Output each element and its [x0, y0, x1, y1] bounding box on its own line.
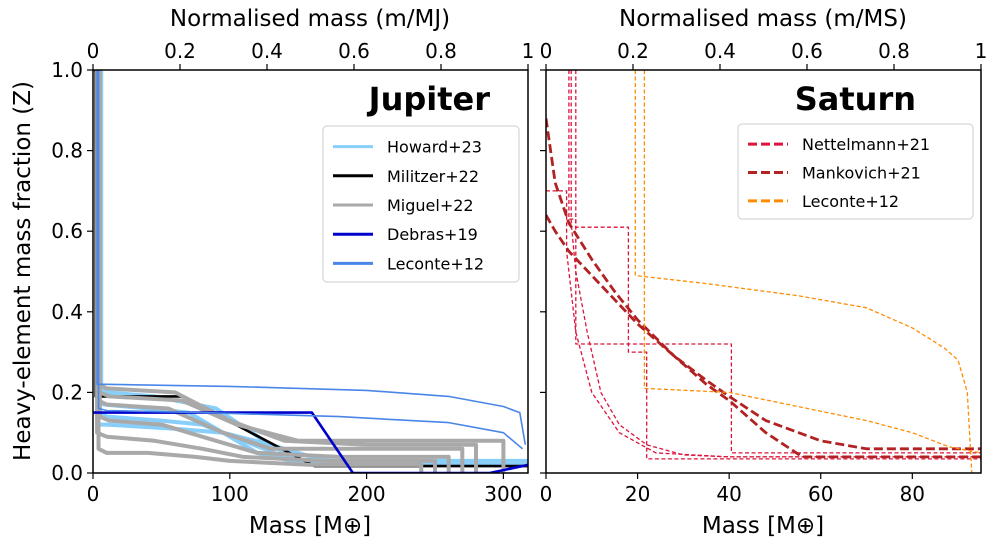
saturn-top-tick-label: 0.2 [617, 39, 649, 63]
saturn-top-tick-label: 0 [540, 39, 553, 63]
jupiter-xlabel: Mass [M⊕] [249, 513, 371, 539]
jupiter-title: Jupiter [367, 80, 491, 118]
jupiter-series-line [96, 70, 527, 445]
jupiter-top-tick-label: 0.2 [164, 39, 196, 63]
jupiter-y-tick-label: 1.0 [51, 58, 83, 82]
jupiter-series-line [97, 70, 506, 473]
saturn-series-line [575, 70, 981, 460]
jupiter-y-tick-label: 0.4 [51, 300, 83, 324]
saturn-x-tick-label: 0 [540, 482, 553, 506]
jupiter-series-line [96, 70, 424, 473]
saturn-series-line [546, 214, 981, 451]
saturn-x-tick-label: 20 [625, 482, 650, 506]
jupiter-top-tick-label: 0 [87, 39, 100, 63]
jupiter-top-tick-label: 0.8 [425, 39, 457, 63]
jupiter-series-line [97, 70, 524, 450]
saturn-xlabel: Mass [M⊕] [702, 513, 824, 539]
saturn-legend-frame [737, 123, 974, 220]
jupiter-series-line [93, 411, 528, 473]
jupiter-y-tick-label: 0.8 [51, 139, 83, 163]
jupiter-top-tick-label: 1 [522, 39, 535, 63]
jupiter-legend-label: Miguel+22 [387, 196, 474, 215]
jupiter-legend-label: Debras+19 [387, 225, 478, 244]
jupiter-x-tick-label: 100 [211, 482, 249, 506]
saturn-legend: Nettelmann+21 Mankovich+21 Leconte+12 [737, 123, 974, 220]
jupiter-x-tick-label: 200 [347, 482, 385, 506]
saturn-top-tick-label: 0.8 [878, 39, 910, 63]
saturn-series-line [643, 70, 981, 454]
saturn-legend-label: Mankovich+21 [802, 164, 921, 183]
saturn-series-line [546, 190, 981, 458]
jupiter-series-line [97, 70, 451, 473]
jupiter-legend-label: Howard+23 [387, 138, 482, 157]
saturn-x-tick-label: 60 [808, 482, 833, 506]
saturn-series-line [546, 118, 981, 459]
jupiter-legend-label: Leconte+12 [387, 254, 484, 273]
saturn-axes-frame [545, 69, 982, 474]
saturn-legend-label: Leconte+12 [802, 192, 899, 211]
jupiter-axes-frame [92, 69, 529, 474]
jupiter-top-tick-label: 0.6 [338, 39, 370, 63]
jupiter-legend-label: Militzer+22 [387, 167, 479, 186]
saturn-title: Saturn [795, 80, 916, 118]
saturn-series-line [568, 70, 981, 454]
panel-saturn: 0 20 40 60 80 0 0.2 0.4 0.6 0.8 1 Saturn Mass [M⊕]… [540, 6, 988, 539]
jupiter-y-tick-label: 0.2 [51, 380, 83, 404]
jupiter-x-tick-label: 300 [484, 482, 522, 506]
jupiter-legend: Howard+23 Militzer+22 Miguel+22 Debras+19 Le… [322, 125, 520, 283]
jupiter-y-tick-label: 0.6 [51, 219, 83, 243]
panel-jupiter: 0 100 200 300 0 0.2 0.4 0.6 0.8 1 0.0 0.2 0.4 0.6 0.8 1… [10, 6, 534, 539]
saturn-legend-label: Nettelmann+21 [802, 135, 930, 154]
jupiter-y-tick-label: 0.0 [51, 461, 83, 485]
jupiter-top-xlabel: Normalised mass (m/MJ) [170, 6, 450, 32]
jupiter-legend-frame [322, 125, 520, 283]
jupiter-x-tick-label: 0 [87, 482, 100, 506]
saturn-series-line [634, 70, 973, 473]
saturn-top-tick-label: 1 [975, 39, 988, 63]
saturn-top-xlabel: Normalised mass (m/MS) [619, 6, 907, 32]
jupiter-top-tick-label: 0.4 [251, 39, 283, 63]
saturn-x-tick-label: 80 [900, 482, 925, 506]
jupiter-ylabel: Heavy-element mass fraction (Z) [10, 81, 36, 461]
saturn-top-tick-label: 0.4 [704, 39, 736, 63]
saturn-x-tick-label: 40 [716, 482, 741, 506]
saturn-top-tick-label: 0.6 [791, 39, 823, 63]
